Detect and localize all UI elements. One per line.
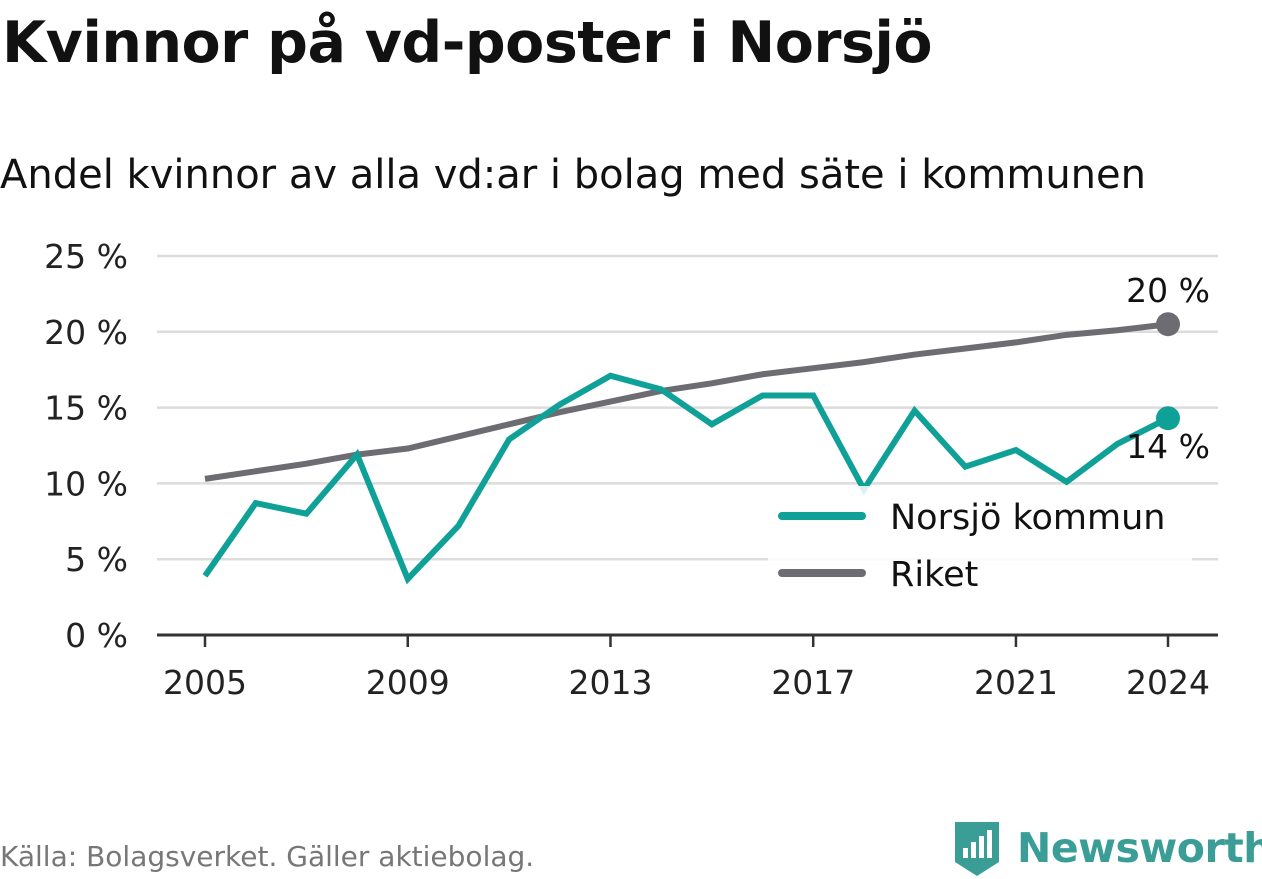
legend-label-riket: Riket [890, 555, 978, 595]
end-labels: 20 % 14 % [1126, 271, 1210, 466]
source-note: Källa: Bolagsverket. Gäller aktiebolag. [0, 840, 535, 873]
series-lines [202, 312, 1180, 585]
y-tick-label: 25 % [44, 237, 128, 276]
y-tick-label: 0 % [65, 616, 128, 655]
legend-label-norsjo: Norsjö kommun [890, 498, 1165, 538]
x-axis-ticks: 2005 2009 2013 2017 2021 2024 [163, 635, 1210, 702]
series-line-riket [204, 321, 1169, 482]
series-line-norsjo [202, 372, 1170, 585]
end-point-norsjo [1156, 406, 1180, 431]
x-tick-label: 2024 [1126, 663, 1210, 702]
end-label-norsjo: 14 % [1126, 427, 1210, 466]
x-tick-label: 2009 [366, 663, 450, 702]
y-tick-label: 15 % [44, 389, 128, 428]
y-tick-label: 20 % [44, 313, 128, 352]
end-point-riket [1156, 312, 1180, 337]
x-tick-label: 2005 [163, 663, 247, 702]
newsworthy-logo-icon [955, 822, 999, 876]
y-axis-ticks: 0 % 5 % 10 % 15 % 20 % 25 % [44, 237, 128, 655]
chart-subtitle: Andel kvinnor av alla vd:ar i bolag med … [0, 152, 1146, 198]
page-title: Kvinnor på vd-poster i Norsjö [2, 10, 933, 76]
y-tick-label: 10 % [44, 464, 128, 503]
x-tick-label: 2017 [771, 663, 855, 702]
y-tick-label: 5 % [65, 540, 128, 579]
brand-name: Newsworthy [1017, 824, 1262, 872]
legend-background [768, 486, 1192, 598]
x-tick-label: 2021 [974, 663, 1058, 702]
brand-logo[interactable]: Newsworthy [951, 818, 1262, 878]
x-tick-label: 2013 [568, 663, 652, 702]
end-label-riket: 20 % [1126, 271, 1210, 310]
legend: Norsjö kommun Riket [768, 486, 1192, 598]
